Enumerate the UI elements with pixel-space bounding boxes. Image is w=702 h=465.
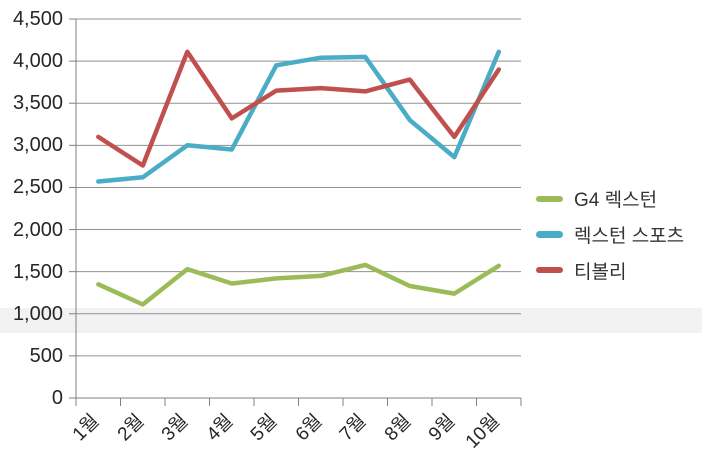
legend-swatch-g4-rexton [536, 195, 563, 203]
y-axis-label: 2,000 [12, 218, 63, 241]
y-axis-label: 1,000 [12, 302, 63, 325]
row-highlight-band [0, 308, 702, 333]
legend: G4 렉스턴 렉스턴 스포츠 티볼리 [536, 181, 684, 288]
y-axis-label: 4,000 [12, 50, 63, 73]
legend-label-tivoli: 티볼리 [574, 261, 627, 283]
legend-label-g4-rexton: G4 렉스턴 [574, 190, 658, 212]
y-axis-label: 0 [51, 387, 63, 409]
legend-item-rexton-sports: 렉스턴 스포츠 [536, 217, 684, 253]
y-axis-label: 3,500 [12, 92, 63, 115]
series-line-1 [96, 49, 502, 184]
y-axis-label: 1,500 [12, 260, 63, 283]
series-line-2 [96, 49, 502, 168]
legend-label-rexton-sports: 렉스턴 스포츠 [574, 226, 685, 248]
y-axis-label: 3,000 [12, 134, 63, 157]
legend-item-tivoli: 티볼리 [536, 252, 684, 288]
legend-swatch-rexton-sports [536, 231, 563, 238]
legend-item-g4-rexton: G4 렉스턴 [536, 181, 684, 217]
y-axis-label: 500 [29, 344, 63, 367]
y-axis-label: 4,500 [12, 8, 63, 30]
legend-swatch-tivoli [536, 266, 563, 274]
y-axis-label: 2,500 [12, 176, 63, 199]
series-line-0 [96, 262, 502, 307]
